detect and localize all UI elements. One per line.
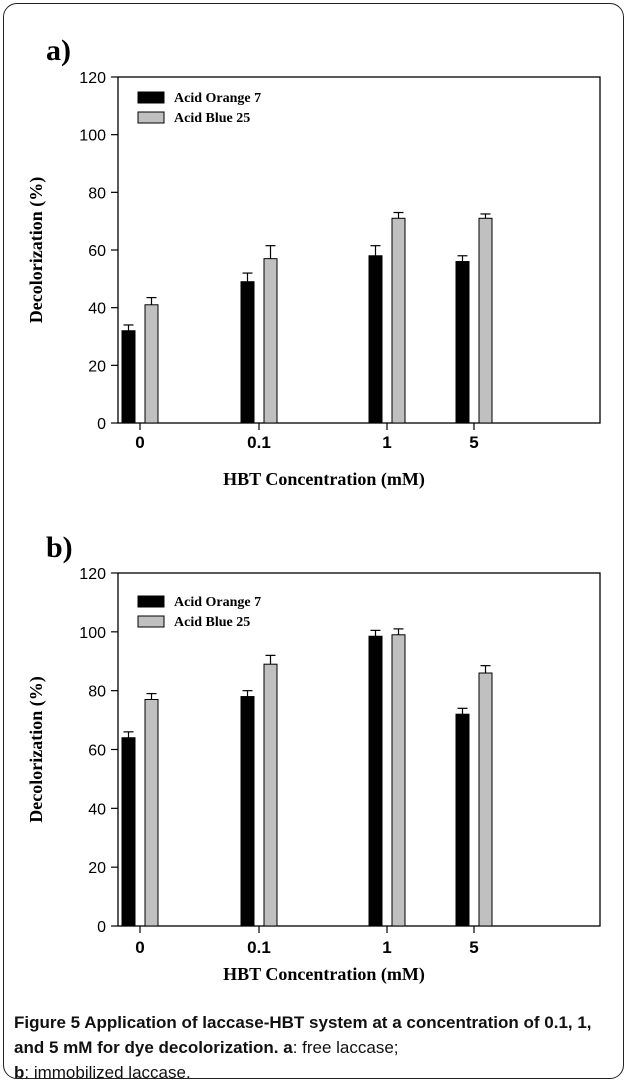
x-tick-label: 0.1 bbox=[247, 433, 271, 452]
y-tick-label: 0 bbox=[97, 416, 106, 433]
y-tick-label: 80 bbox=[88, 185, 106, 202]
x-axis-title: HBT Concentration (mM) bbox=[223, 469, 425, 490]
legend-swatch-acid-orange-7 bbox=[137, 595, 165, 608]
caption-part-b-text: : immobilized laccase. bbox=[24, 1063, 191, 1082]
bar-acid-orange-7 bbox=[368, 255, 383, 424]
caption-part-b-label: b bbox=[14, 1063, 25, 1082]
y-tick-label: 100 bbox=[79, 128, 106, 145]
x-tick-label: 1 bbox=[382, 433, 391, 452]
chart-panel-a: a) 0 20 40 60 80 100 120 0 0.1 1 5 Acid Orange 7 Acid… bbox=[26, 34, 601, 490]
legend-swatch-acid-orange-7 bbox=[137, 91, 165, 104]
y-tick-label: 120 bbox=[79, 70, 106, 87]
bar-acid-orange-7 bbox=[121, 737, 136, 927]
y-tick-label: 0 bbox=[97, 919, 106, 936]
bar-acid-blue-25 bbox=[263, 258, 278, 424]
legend-label-acid-blue-25: Acid Blue 25 bbox=[174, 111, 250, 126]
y-tick-label: 20 bbox=[88, 860, 106, 877]
bar-acid-orange-7 bbox=[240, 696, 255, 927]
bar-acid-orange-7 bbox=[455, 261, 470, 424]
legend-label-acid-orange-7: Acid Orange 7 bbox=[174, 595, 261, 610]
x-tick-label: 1 bbox=[382, 938, 391, 957]
y-tick-label: 20 bbox=[88, 358, 106, 375]
y-tick-label: 40 bbox=[88, 301, 106, 318]
bar-acid-orange-7 bbox=[240, 281, 255, 424]
figure-frame bbox=[3, 3, 624, 1079]
x-tick-label: 0.1 bbox=[247, 938, 271, 957]
y-tick-label: 60 bbox=[88, 243, 106, 260]
y-axis-title: Decolorization (%) bbox=[26, 177, 47, 323]
plot-frame bbox=[117, 76, 601, 424]
bar-acid-blue-25 bbox=[263, 663, 278, 927]
y-tick-label: 120 bbox=[79, 566, 106, 583]
bar-acid-orange-7 bbox=[368, 635, 383, 927]
y-tick-label: 60 bbox=[88, 743, 106, 760]
y-tick-label: 100 bbox=[79, 625, 106, 642]
x-tick-label: 0 bbox=[135, 938, 144, 957]
legend-swatch-acid-blue-25 bbox=[137, 615, 165, 628]
bar-acid-blue-25 bbox=[391, 217, 406, 424]
bar-acid-blue-25 bbox=[478, 217, 493, 424]
x-axis-title: HBT Concentration (mM) bbox=[223, 964, 425, 985]
legend-label-acid-blue-25: Acid Blue 25 bbox=[174, 615, 250, 630]
chart-panel-b: b) 0 20 40 60 80 100 120 0 0.1 1 5 Acid Orange 7 Acid… bbox=[26, 531, 601, 985]
bar-acid-blue-25 bbox=[391, 634, 406, 927]
legend-swatch-acid-blue-25 bbox=[137, 111, 165, 124]
caption-part-a-text: : free laccase; bbox=[292, 1038, 399, 1057]
bar-acid-blue-25 bbox=[144, 698, 159, 927]
x-tick-label: 5 bbox=[469, 433, 478, 452]
y-tick-label: 80 bbox=[88, 684, 106, 701]
caption-title: Application of laccase-HBT system at a c… bbox=[14, 1013, 592, 1057]
panel-label: a) bbox=[46, 34, 71, 67]
y-axis-title: Decolorization (%) bbox=[26, 676, 47, 822]
caption-figure-label: Figure 5 bbox=[14, 1013, 81, 1032]
y-tick-label: 40 bbox=[88, 801, 106, 818]
x-tick-label: 5 bbox=[469, 938, 478, 957]
bar-acid-orange-7 bbox=[455, 713, 470, 927]
caption-part-a-label: a bbox=[283, 1038, 293, 1057]
bar-acid-orange-7 bbox=[121, 330, 136, 424]
x-tick-label: 0 bbox=[135, 433, 144, 452]
panel-label: b) bbox=[46, 531, 73, 564]
bar-acid-blue-25 bbox=[478, 672, 493, 927]
figure-caption: Figure 5 Application of laccase-HBT syst… bbox=[14, 1010, 614, 1085]
bar-acid-blue-25 bbox=[144, 304, 159, 424]
legend-label-acid-orange-7: Acid Orange 7 bbox=[174, 91, 261, 106]
